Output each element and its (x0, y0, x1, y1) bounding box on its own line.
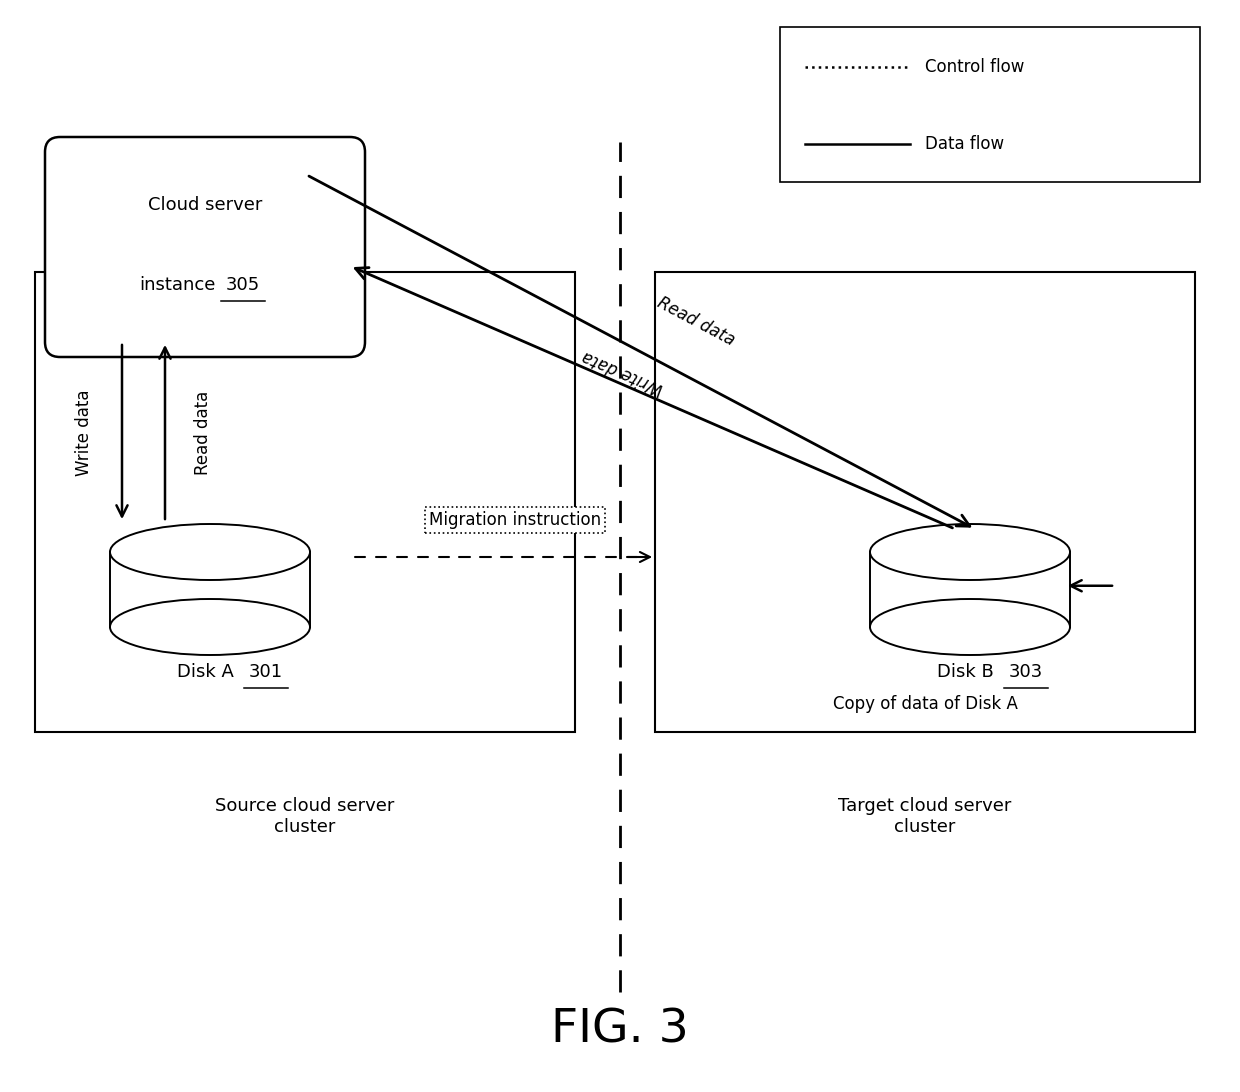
Text: 301: 301 (249, 663, 283, 681)
Ellipse shape (110, 600, 310, 655)
Text: Control flow: Control flow (925, 58, 1024, 76)
FancyBboxPatch shape (780, 27, 1200, 182)
Text: Target cloud server
cluster: Target cloud server cluster (838, 797, 1012, 835)
Text: instance: instance (139, 276, 216, 294)
Text: Read data: Read data (193, 391, 212, 475)
Polygon shape (110, 551, 310, 627)
Ellipse shape (870, 600, 1070, 655)
Ellipse shape (870, 524, 1070, 580)
Text: FIG. 3: FIG. 3 (551, 1008, 689, 1053)
Text: 305: 305 (226, 276, 260, 294)
Text: 303: 303 (1009, 663, 1043, 681)
Text: Copy of data of Disk A: Copy of data of Disk A (832, 695, 1018, 713)
Text: Data flow: Data flow (925, 135, 1004, 153)
FancyBboxPatch shape (655, 272, 1195, 732)
Text: Write data: Write data (74, 390, 93, 476)
FancyBboxPatch shape (35, 272, 575, 732)
Text: Source cloud server
cluster: Source cloud server cluster (216, 797, 394, 835)
Polygon shape (870, 551, 1070, 627)
Text: Disk B: Disk B (936, 663, 993, 681)
Text: Write data: Write data (579, 347, 666, 399)
Text: Disk A: Disk A (176, 663, 233, 681)
Text: Migration instruction: Migration instruction (429, 511, 601, 529)
Text: Read data: Read data (653, 294, 738, 349)
FancyBboxPatch shape (45, 136, 365, 357)
Ellipse shape (110, 524, 310, 580)
Text: Cloud server: Cloud server (148, 197, 262, 214)
